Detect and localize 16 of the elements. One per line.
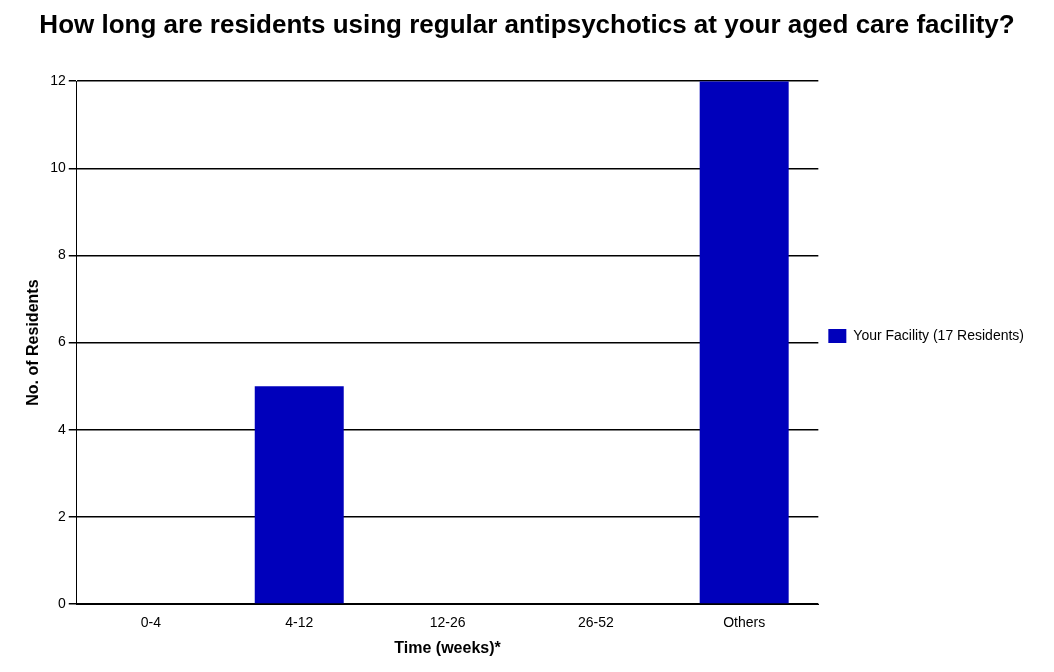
y-tick-label: 8 [57,246,66,263]
y-tick-label: 0 [57,594,66,611]
y-tick-label: 6 [57,333,66,350]
x-tick-label: 12-26 [429,614,466,631]
legend-label: Your Facility (17 Residents) [853,326,1025,343]
x-axis-title: Time (weeks)* [394,638,502,656]
x-tick-label: 4-12 [285,614,314,631]
y-tick-label: 12 [50,72,66,89]
y-tick-label: 10 [50,159,66,176]
y-axis-title: No. of Residents [24,279,42,406]
x-tick-label: Others [723,614,766,631]
x-tick-label: 0-4 [140,614,162,631]
y-tick-label: 4 [57,420,66,437]
x-tick-label: 26-52 [577,614,614,631]
chart-title: How long are residents using regular antipsychotics at your aged care facility? [39,8,1015,39]
y-tick-label: 2 [57,507,66,524]
